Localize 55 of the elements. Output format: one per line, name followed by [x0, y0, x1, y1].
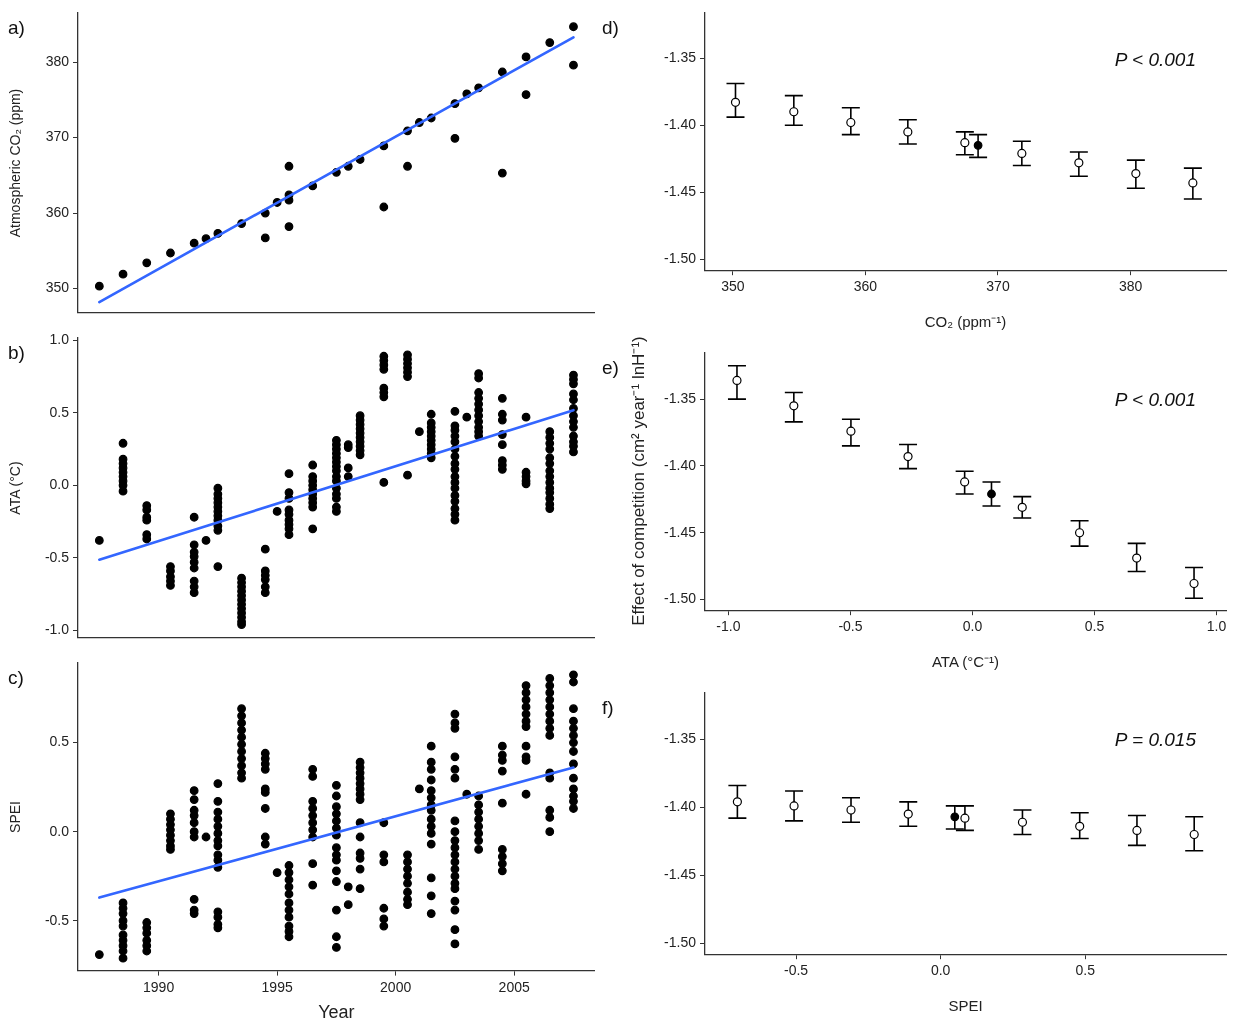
x-tick-label: 0.0	[962, 618, 983, 635]
annotation: P < 0.001	[1114, 48, 1196, 70]
y-tick-label: 0.5	[49, 733, 70, 750]
x-tick-label: 1995	[261, 978, 293, 995]
x-tick-label: 1.0	[1206, 618, 1227, 635]
x-tick-label: -0.5	[838, 618, 863, 635]
y-tick-label: -1.40	[664, 456, 697, 473]
y-tick-label: 0.0	[49, 476, 70, 493]
y-tick-label: -1.35	[664, 730, 697, 747]
y-tick-label: -1.50	[664, 934, 697, 951]
annotation: P < 0.001	[1114, 388, 1196, 410]
x-tick-label: -1.0	[716, 618, 741, 635]
text: e)	[602, 356, 619, 378]
x-tick-label: 360	[853, 278, 878, 295]
y-axis-title: Effect of competition (cm² year⁻¹ lnH⁻¹)	[627, 336, 649, 627]
text: b)	[8, 341, 25, 363]
x-tick-label: 2000	[380, 978, 412, 995]
y-tick-label: -1.45	[664, 183, 697, 200]
y-tick-label: -1.50	[664, 590, 697, 607]
x-tick-label: 1990	[143, 978, 175, 995]
x-axis-title: CO₂ (ppm⁻¹)	[924, 313, 1007, 331]
x-tick-label: 350	[721, 278, 745, 295]
y-tick-label: -1.40	[664, 798, 697, 815]
x-tick-label: 0.0	[930, 962, 951, 979]
x-tick-label: -0.5	[784, 962, 809, 979]
y-tick-label: 380	[45, 53, 70, 70]
y-tick-label: 370	[45, 128, 70, 145]
y-tick-label: -1.50	[664, 250, 697, 267]
y-tick-label: 0.5	[49, 403, 70, 420]
y-tick-label: 0.0	[49, 822, 70, 839]
x-tick-label: 2005	[498, 978, 530, 995]
x-tick-label: 370	[986, 278, 1010, 295]
x-axis-title: SPEI	[948, 997, 983, 1015]
x-tick-label: 0.5	[1075, 962, 1096, 979]
y-tick-label: 360	[45, 203, 70, 220]
y-tick-label: 1.0	[49, 331, 70, 348]
y-axis-title: Atmospheric CO₂ (ppm)	[7, 88, 23, 237]
x-axis-title: Year	[318, 1002, 355, 1023]
y-tick-label: -1.45	[664, 866, 697, 883]
text: f)	[602, 697, 614, 719]
y-axis-title: SPEI	[7, 800, 23, 833]
text: d)	[602, 16, 619, 38]
y-tick-label: -1.40	[664, 116, 697, 133]
y-tick-label: -1.35	[664, 48, 697, 65]
y-tick-label: -1.35	[664, 390, 697, 407]
text: a)	[8, 16, 25, 38]
x-tick-label: 380	[1118, 278, 1143, 295]
y-axis-title: ATA (°C)	[7, 460, 23, 515]
annotation: P = 0.015	[1114, 729, 1197, 751]
text: c)	[8, 666, 24, 688]
x-tick-label: 0.5	[1084, 618, 1105, 635]
x-axis-title: ATA (°C⁻¹)	[931, 653, 1000, 671]
y-tick-label: -1.45	[664, 523, 697, 540]
y-tick-label: -0.5	[44, 911, 70, 928]
y-tick-label: -0.5	[44, 548, 70, 565]
